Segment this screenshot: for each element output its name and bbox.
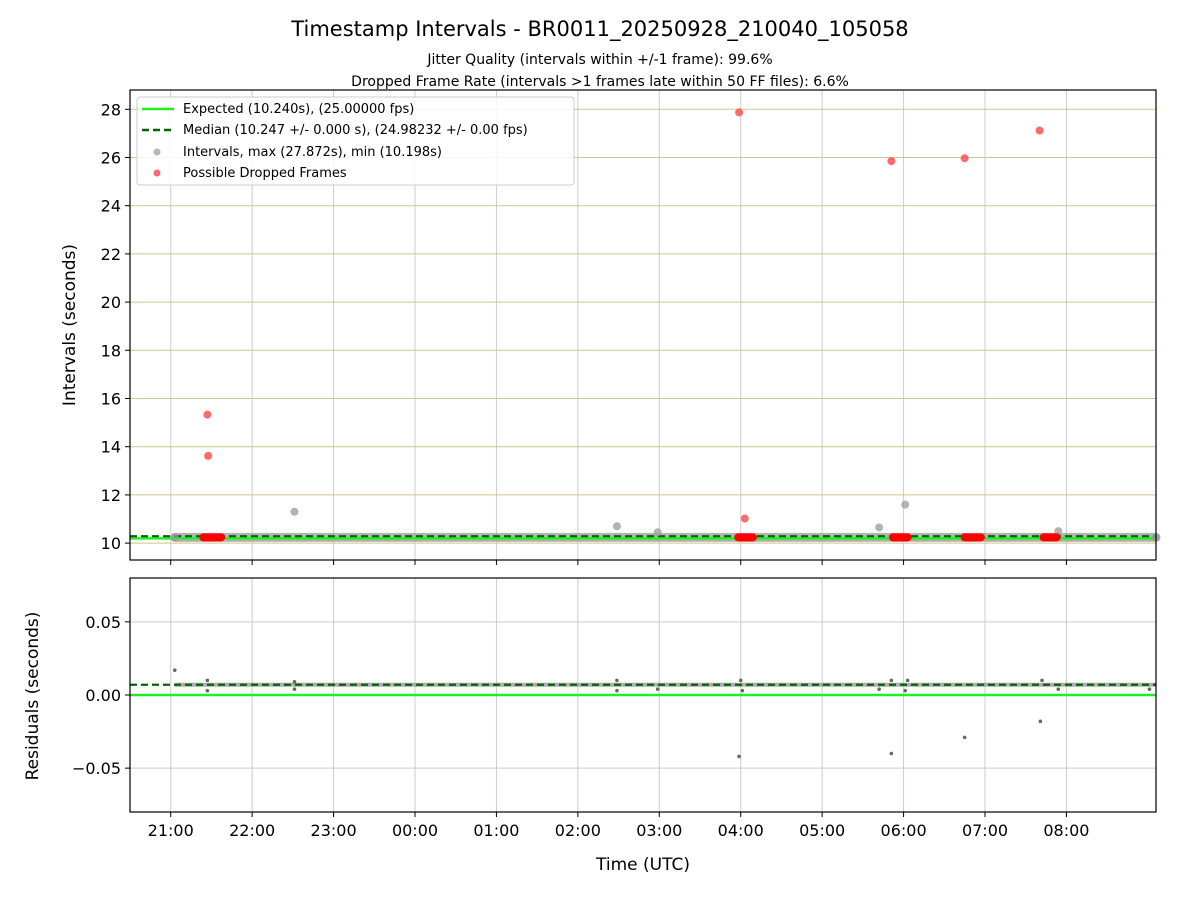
ytick-label-0: −0.05: [72, 759, 121, 778]
legend-intervals-label: Intervals, max (27.872s), min (10.198s): [183, 145, 442, 160]
ytick-label-2: 0.05: [85, 613, 121, 632]
residual-point-12: [889, 751, 894, 756]
legend-dropped-label: Possible Dropped Frames: [183, 166, 347, 181]
residual-point-14: [903, 688, 907, 693]
residual-point-7: [655, 687, 660, 691]
residual-point-6: [615, 678, 619, 683]
legend-expected-label: Expected (10.240s), (25.00000 fps): [183, 102, 414, 117]
subtitle-dropped: Dropped Frame Rate (intervals >1 frames …: [351, 74, 849, 90]
xtick-label-2: 23:00: [311, 821, 357, 840]
interval-point-6: [901, 500, 910, 509]
residual-point-13: [889, 678, 894, 683]
interval-point-5: [875, 523, 884, 532]
residual-point-18: [1040, 678, 1044, 683]
top-lines: [130, 532, 1161, 542]
residual-point-1: [205, 688, 210, 693]
bottom-marks: [172, 668, 1152, 759]
dropped-point-5: [960, 154, 969, 163]
residual-point-8: [737, 754, 741, 759]
ytick-label-2: 14: [101, 438, 121, 457]
interval-point-4: [653, 528, 662, 537]
top-marks: [170, 108, 1160, 542]
top-ylabel: Intervals (seconds): [60, 244, 80, 406]
dropped-point-3: [740, 514, 749, 523]
residual-point-11: [877, 687, 881, 691]
xtick-label-8: 05:00: [799, 821, 845, 840]
ytick-label-1: 12: [101, 486, 121, 505]
top-ticks: 10 12 14 16 18 20 22 24 26 28: [101, 100, 1067, 565]
xtick-label-0: 21:00: [148, 821, 194, 840]
residual-point-10: [738, 678, 743, 683]
xtick-label-7: 04:00: [718, 821, 764, 840]
interval-point-3: [612, 522, 621, 531]
dropped-point-4: [887, 157, 896, 166]
residual-point-17: [1038, 719, 1043, 724]
bottom-ylabel: Residuals (seconds): [23, 612, 43, 781]
bottom-ticks: −0.05 0.00 0.05 21:00 22:00 23:00 00:00 01:00 02…: [72, 613, 1090, 840]
legend-dropped-swatch: [153, 169, 161, 177]
residual-point-9: [740, 688, 745, 693]
residual-point-4: [292, 680, 297, 684]
dropped-point-1: [204, 451, 213, 460]
residual-point-19: [1056, 687, 1061, 691]
residual-point-5: [615, 688, 619, 693]
ytick-label-9: 28: [101, 100, 121, 119]
residual-point-16: [962, 735, 967, 740]
ytick-label-0: 10: [101, 534, 121, 553]
xtick-label-5: 02:00: [555, 821, 601, 840]
xtick-label-3: 00:00: [392, 821, 438, 840]
ytick-label-8: 26: [101, 148, 121, 167]
top-plot-frame: [129, 89, 1157, 561]
ytick-label-4: 18: [101, 341, 121, 360]
bottom-lines: [130, 682, 1156, 697]
bottom-xlabel: Time (UTC): [595, 855, 690, 875]
ytick-label-6: 22: [101, 245, 121, 264]
ytick-label-1: 0.00: [85, 686, 121, 705]
xtick-label-10: 07:00: [962, 821, 1008, 840]
top-grid: [130, 90, 1156, 560]
dropped-point-6: [1035, 126, 1044, 135]
residual-point-3: [292, 687, 297, 691]
legend-intervals-swatch: [153, 148, 161, 156]
xtick-label-9: 06:00: [881, 821, 927, 840]
xtick-label-4: 01:00: [473, 821, 519, 840]
ytick-label-7: 24: [101, 197, 121, 216]
interval-point-2: [290, 507, 299, 516]
chart-title: Timestamp Intervals - BR0011_20250928_21…: [290, 17, 908, 42]
residual-point-20: [1147, 687, 1152, 691]
interval-point-0: [170, 533, 179, 542]
subtitle-jitter: Jitter Quality (intervals within +/-1 fr…: [426, 52, 772, 68]
xtick-label-11: 08:00: [1043, 821, 1089, 840]
residual-point-2: [205, 678, 210, 683]
dropped-point-2: [735, 108, 744, 117]
legend-box: [136, 96, 575, 186]
ytick-label-3: 16: [101, 390, 121, 409]
dropped-point-0: [203, 410, 212, 419]
xtick-label-6: 03:00: [636, 821, 682, 840]
xtick-label-1: 22:00: [229, 821, 275, 840]
residual-point-0: [172, 668, 177, 672]
ytick-label-5: 20: [101, 293, 121, 312]
legend: Expected (10.240s), (25.00000 fps) Media…: [136, 96, 575, 186]
legend-median-label: Median (10.247 +/- 0.000 s), (24.98232 +…: [183, 123, 528, 138]
residual-point-15: [905, 678, 910, 683]
interval-point-7: [1054, 527, 1063, 536]
